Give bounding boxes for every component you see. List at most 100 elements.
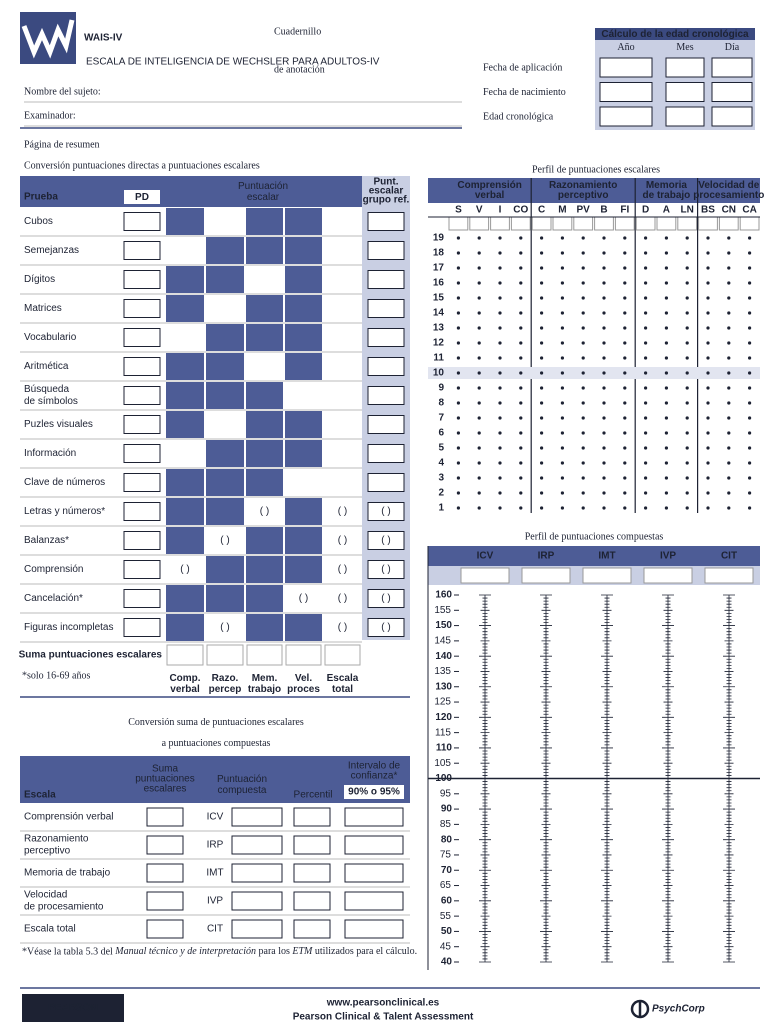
plot-dot (748, 461, 752, 465)
plot-dot (477, 476, 481, 480)
plot-dot (623, 311, 627, 315)
plot-dot (560, 461, 565, 465)
profile-box (469, 216, 490, 231)
plot-dot (685, 326, 689, 330)
scale-label: 60 (441, 895, 453, 906)
input-box (123, 241, 161, 260)
plot-dot (664, 446, 669, 450)
pd-header-box (124, 190, 160, 204)
score-cell (206, 498, 244, 525)
plot-dot (456, 356, 460, 360)
input-box (599, 106, 653, 127)
test-name: Información (24, 448, 76, 459)
plot-dot (748, 491, 752, 495)
plot-dot (498, 386, 502, 390)
input-box (123, 386, 161, 405)
score-cell (285, 411, 322, 438)
test-code: I (499, 205, 502, 216)
plot-dot (477, 356, 481, 360)
plot-dot (456, 251, 460, 255)
score-cell (285, 440, 322, 467)
column-header: confianza* (351, 771, 398, 782)
input-box (665, 57, 705, 78)
plot-dot (581, 416, 585, 420)
profile-box (521, 567, 571, 584)
score-cell (285, 237, 322, 264)
scale-code: ICV (207, 812, 224, 823)
footnote-part: ETM (291, 946, 313, 957)
scale-code: IVP (207, 896, 223, 907)
plot-dot (519, 371, 523, 375)
test-code: C (538, 205, 545, 216)
interval-option: 90% o 95% (348, 787, 400, 798)
profile-box (510, 216, 531, 231)
plot-dot (706, 491, 710, 495)
profile-box (490, 216, 510, 231)
column-header: Prueba (24, 192, 58, 203)
plot-dot (727, 326, 731, 330)
brand: PEARSON (48, 1003, 97, 1014)
score-cell (206, 556, 244, 583)
score-cell (324, 440, 361, 467)
plot-dot (498, 311, 502, 315)
plot-dot (706, 446, 710, 450)
plot-dot (685, 386, 689, 390)
test-code: LN (681, 205, 694, 216)
section-subtitle: Perfil de puntuaciones compuestas (525, 531, 664, 542)
score-cell (285, 266, 322, 293)
column-header: Punt. (374, 177, 399, 188)
plot-dot (602, 416, 606, 420)
plot-dot (644, 461, 648, 465)
input-box (123, 357, 161, 376)
plot-dot (560, 326, 565, 330)
input-box (344, 891, 404, 911)
plot-dot (602, 326, 606, 330)
plot-dot (706, 401, 710, 405)
test-name: de símbolos (24, 396, 78, 407)
scale-label: 11 (433, 353, 444, 364)
plot-dot (664, 326, 669, 330)
input-box (123, 270, 161, 289)
plot-dot (519, 431, 523, 435)
index-label: Razo. (212, 673, 239, 684)
plot-dot (644, 401, 648, 405)
age-calc-column: Día (725, 42, 740, 53)
scale-label: 150 (435, 620, 452, 631)
ref-box (367, 589, 405, 608)
score-cell (324, 266, 361, 293)
sum-box (285, 644, 322, 666)
plot-dot (560, 356, 565, 360)
scale-label: 45 (440, 941, 452, 952)
score-cell (324, 382, 361, 409)
column-header: grupo ref. (363, 195, 410, 206)
plot-dot (581, 491, 585, 495)
score-cell (166, 527, 204, 554)
test-name: Semejanzas (24, 245, 79, 256)
group-name: verbal (475, 190, 505, 201)
plot-dot (540, 461, 544, 465)
ref-box (367, 328, 405, 347)
scale-label: 9 (438, 383, 444, 394)
plot-dot (644, 311, 648, 315)
score-cell (324, 469, 361, 496)
plot-dot (540, 296, 544, 300)
input-box (711, 82, 753, 102)
input-box (123, 560, 161, 579)
plot-dot (498, 356, 502, 360)
plot-dot (581, 341, 585, 345)
input-box (123, 531, 161, 550)
plot-dot (560, 431, 565, 435)
input-box (146, 807, 184, 827)
plot-dot (560, 236, 565, 240)
scale-label: 95 (440, 788, 452, 799)
profile-box (698, 216, 718, 231)
profile-box (582, 567, 632, 584)
optional-mark: ( ) (381, 593, 390, 604)
optional-mark: ( ) (381, 564, 390, 575)
plot-dot (644, 506, 648, 510)
plot-dot (560, 386, 565, 390)
plot-dot (685, 476, 689, 480)
optional-mark: ( ) (220, 622, 229, 633)
plot-dot (644, 281, 648, 285)
plot-dot (602, 266, 606, 270)
